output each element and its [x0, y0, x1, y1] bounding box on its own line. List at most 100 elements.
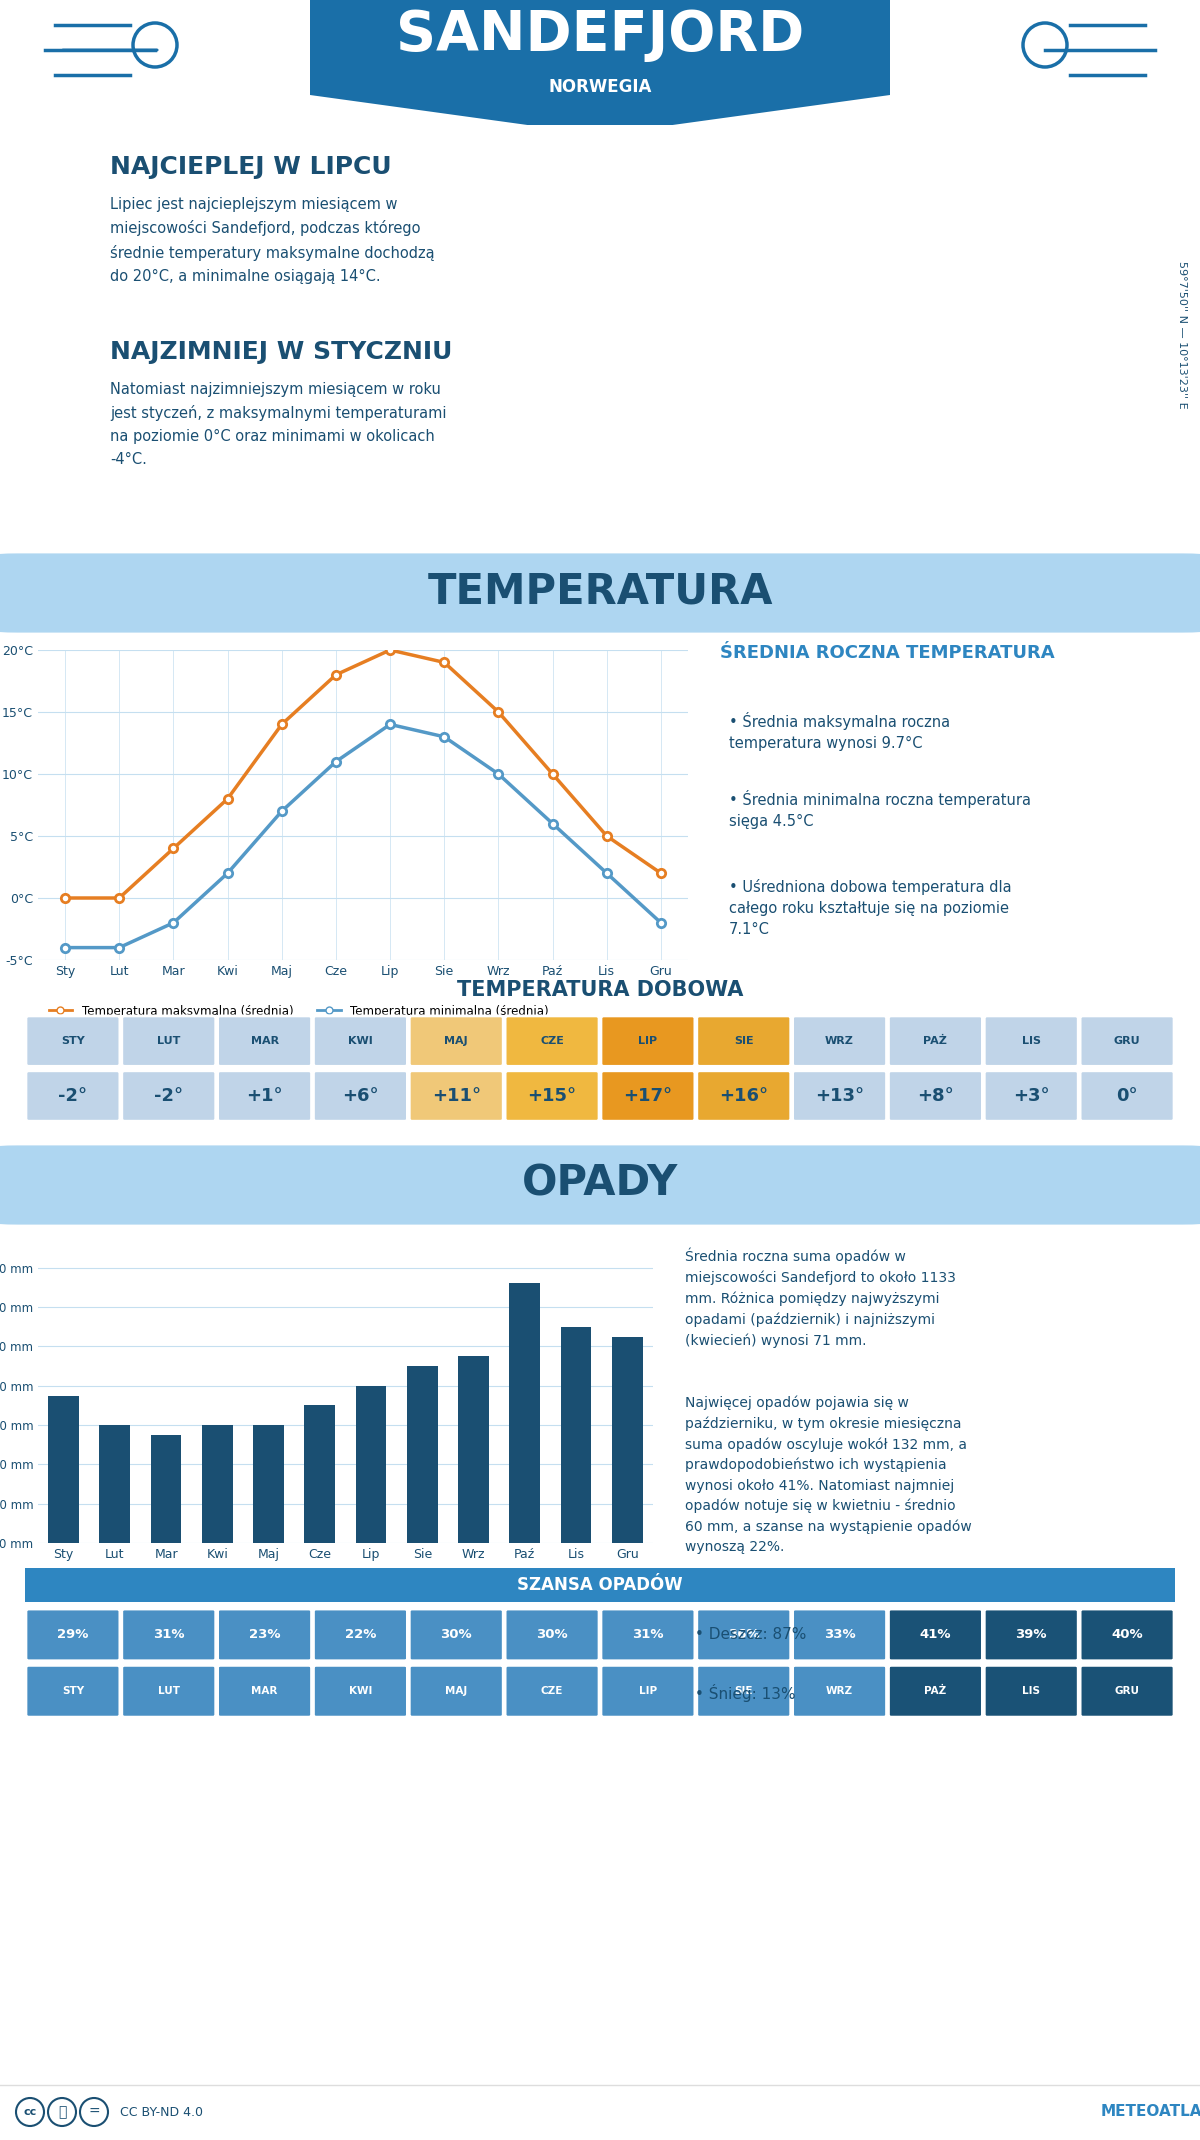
Text: +1°: +1°	[246, 1087, 283, 1104]
Text: 59°7'50'' N — 10°13'23'' E: 59°7'50'' N — 10°13'23'' E	[1177, 261, 1187, 409]
Text: • Średnia minimalna roczna temperatura
sięga 4.5°C: • Średnia minimalna roczna temperatura s…	[730, 790, 1031, 828]
Text: 22%: 22%	[344, 1629, 376, 1641]
FancyBboxPatch shape	[409, 1016, 503, 1066]
FancyBboxPatch shape	[793, 1016, 887, 1066]
Text: ŚREDNIA ROCZNA TEMPERATURA: ŚREDNIA ROCZNA TEMPERATURA	[720, 644, 1055, 661]
Bar	[202, 1425, 233, 1543]
Text: LUT: LUT	[157, 1686, 180, 1697]
FancyBboxPatch shape	[984, 1016, 1079, 1066]
Text: PAŻ: PAŻ	[924, 1686, 947, 1697]
FancyBboxPatch shape	[793, 1609, 887, 1661]
Text: TEMPERATURA: TEMPERATURA	[427, 569, 773, 612]
Bar	[458, 1357, 488, 1543]
FancyBboxPatch shape	[121, 1016, 216, 1066]
FancyBboxPatch shape	[505, 1665, 599, 1716]
FancyBboxPatch shape	[888, 1609, 983, 1661]
Text: • Deszcz: 87%: • Deszcz: 87%	[695, 1626, 806, 1641]
Text: LIP: LIP	[638, 1686, 656, 1697]
FancyBboxPatch shape	[217, 1070, 312, 1121]
Text: Lipiec jest najcieplejszym miesiącem w
miejscowości Sandefjord, podczas którego
: Lipiec jest najcieplejszym miesiącem w m…	[110, 197, 434, 285]
Text: +17°: +17°	[623, 1087, 672, 1104]
Text: LUT: LUT	[157, 1036, 180, 1046]
Text: 33%: 33%	[823, 1629, 856, 1641]
Text: GRU: GRU	[1114, 1036, 1140, 1046]
Text: CC BY-ND 4.0: CC BY-ND 4.0	[120, 2106, 203, 2119]
FancyBboxPatch shape	[409, 1609, 503, 1661]
Text: 29%: 29%	[58, 1629, 89, 1641]
Text: WRZ: WRZ	[826, 1036, 854, 1046]
Text: OPADY: OPADY	[522, 1162, 678, 1205]
Text: STY: STY	[61, 1036, 85, 1046]
FancyBboxPatch shape	[0, 554, 1200, 633]
FancyBboxPatch shape	[601, 1609, 695, 1661]
FancyBboxPatch shape	[505, 1016, 599, 1066]
FancyBboxPatch shape	[505, 1609, 599, 1661]
Text: SIE: SIE	[734, 1036, 754, 1046]
Polygon shape	[310, 0, 890, 135]
Bar	[151, 1434, 181, 1543]
FancyBboxPatch shape	[26, 1609, 120, 1661]
Text: SIE: SIE	[734, 1686, 754, 1697]
Text: • Śnieg: 13%: • Śnieg: 13%	[695, 1684, 796, 1701]
FancyBboxPatch shape	[217, 1665, 312, 1716]
FancyBboxPatch shape	[793, 1070, 887, 1121]
Text: Najwięcej opadów pojawia się w
październiku, w tym okresie miesięczna
suma opadó: Najwięcej opadów pojawia się w październ…	[685, 1395, 972, 1554]
Text: NAJCIEPLEJ W LIPCU: NAJCIEPLEJ W LIPCU	[110, 154, 391, 180]
FancyBboxPatch shape	[888, 1016, 983, 1066]
FancyBboxPatch shape	[0, 1145, 1200, 1224]
FancyBboxPatch shape	[313, 1070, 407, 1121]
Text: 31%: 31%	[632, 1629, 664, 1641]
FancyBboxPatch shape	[217, 1016, 312, 1066]
FancyBboxPatch shape	[888, 1070, 983, 1121]
Text: MAR: MAR	[251, 1036, 278, 1046]
FancyBboxPatch shape	[1080, 1665, 1174, 1716]
Text: SANDEFJORD: SANDEFJORD	[396, 9, 804, 62]
Text: MAJ: MAJ	[445, 1686, 467, 1697]
FancyBboxPatch shape	[601, 1070, 695, 1121]
Text: • Średnia maksymalna roczna
temperatura wynosi 9.7°C: • Średnia maksymalna roczna temperatura …	[730, 713, 950, 751]
Bar	[253, 1425, 284, 1543]
Text: CZE: CZE	[540, 1036, 564, 1046]
FancyBboxPatch shape	[409, 1070, 503, 1121]
Text: 0°: 0°	[1116, 1087, 1138, 1104]
Text: +11°: +11°	[432, 1087, 481, 1104]
FancyBboxPatch shape	[26, 1070, 120, 1121]
Text: -2°: -2°	[154, 1087, 184, 1104]
FancyBboxPatch shape	[26, 1016, 120, 1066]
Text: WRZ: WRZ	[826, 1686, 853, 1697]
Text: +16°: +16°	[719, 1087, 768, 1104]
FancyBboxPatch shape	[313, 1609, 407, 1661]
FancyBboxPatch shape	[697, 1016, 791, 1066]
Text: +3°: +3°	[1013, 1087, 1050, 1104]
Bar	[355, 1387, 386, 1543]
FancyBboxPatch shape	[2, 1566, 1198, 1603]
Text: MAR: MAR	[251, 1686, 277, 1697]
Bar	[560, 1327, 592, 1543]
FancyBboxPatch shape	[984, 1665, 1079, 1716]
Text: KWI: KWI	[348, 1036, 373, 1046]
Text: Natomiast najzimniejszym miesiącem w roku
jest styczeń, z maksymalnymi temperatu: Natomiast najzimniejszym miesiącem w rok…	[110, 383, 446, 467]
FancyBboxPatch shape	[217, 1609, 312, 1661]
Bar	[612, 1338, 643, 1543]
Bar	[510, 1284, 540, 1543]
Text: NAJZIMNIEJ W STYCZNIU: NAJZIMNIEJ W STYCZNIU	[110, 340, 452, 364]
Bar	[100, 1425, 131, 1543]
FancyBboxPatch shape	[121, 1609, 216, 1661]
Text: LIP: LIP	[638, 1036, 658, 1046]
Text: 39%: 39%	[1015, 1629, 1046, 1641]
FancyBboxPatch shape	[1080, 1016, 1174, 1066]
FancyBboxPatch shape	[409, 1665, 503, 1716]
Text: -2°: -2°	[59, 1087, 88, 1104]
Text: Średnia roczna suma opadów w
miejscowości Sandefjord to około 1133
mm. Różnica p: Średnia roczna suma opadów w miejscowośc…	[685, 1248, 956, 1348]
Text: 23%: 23%	[248, 1629, 281, 1641]
FancyBboxPatch shape	[793, 1665, 887, 1716]
Text: SZANSA OPADÓW: SZANSA OPADÓW	[517, 1575, 683, 1594]
Text: GRU: GRU	[1115, 1686, 1140, 1697]
Text: 30%: 30%	[440, 1629, 472, 1641]
FancyBboxPatch shape	[313, 1016, 407, 1066]
FancyBboxPatch shape	[601, 1016, 695, 1066]
Bar	[407, 1365, 438, 1543]
Text: PAŻ: PAŻ	[924, 1036, 947, 1046]
Text: +15°: +15°	[528, 1087, 577, 1104]
Text: =: =	[88, 2106, 100, 2119]
